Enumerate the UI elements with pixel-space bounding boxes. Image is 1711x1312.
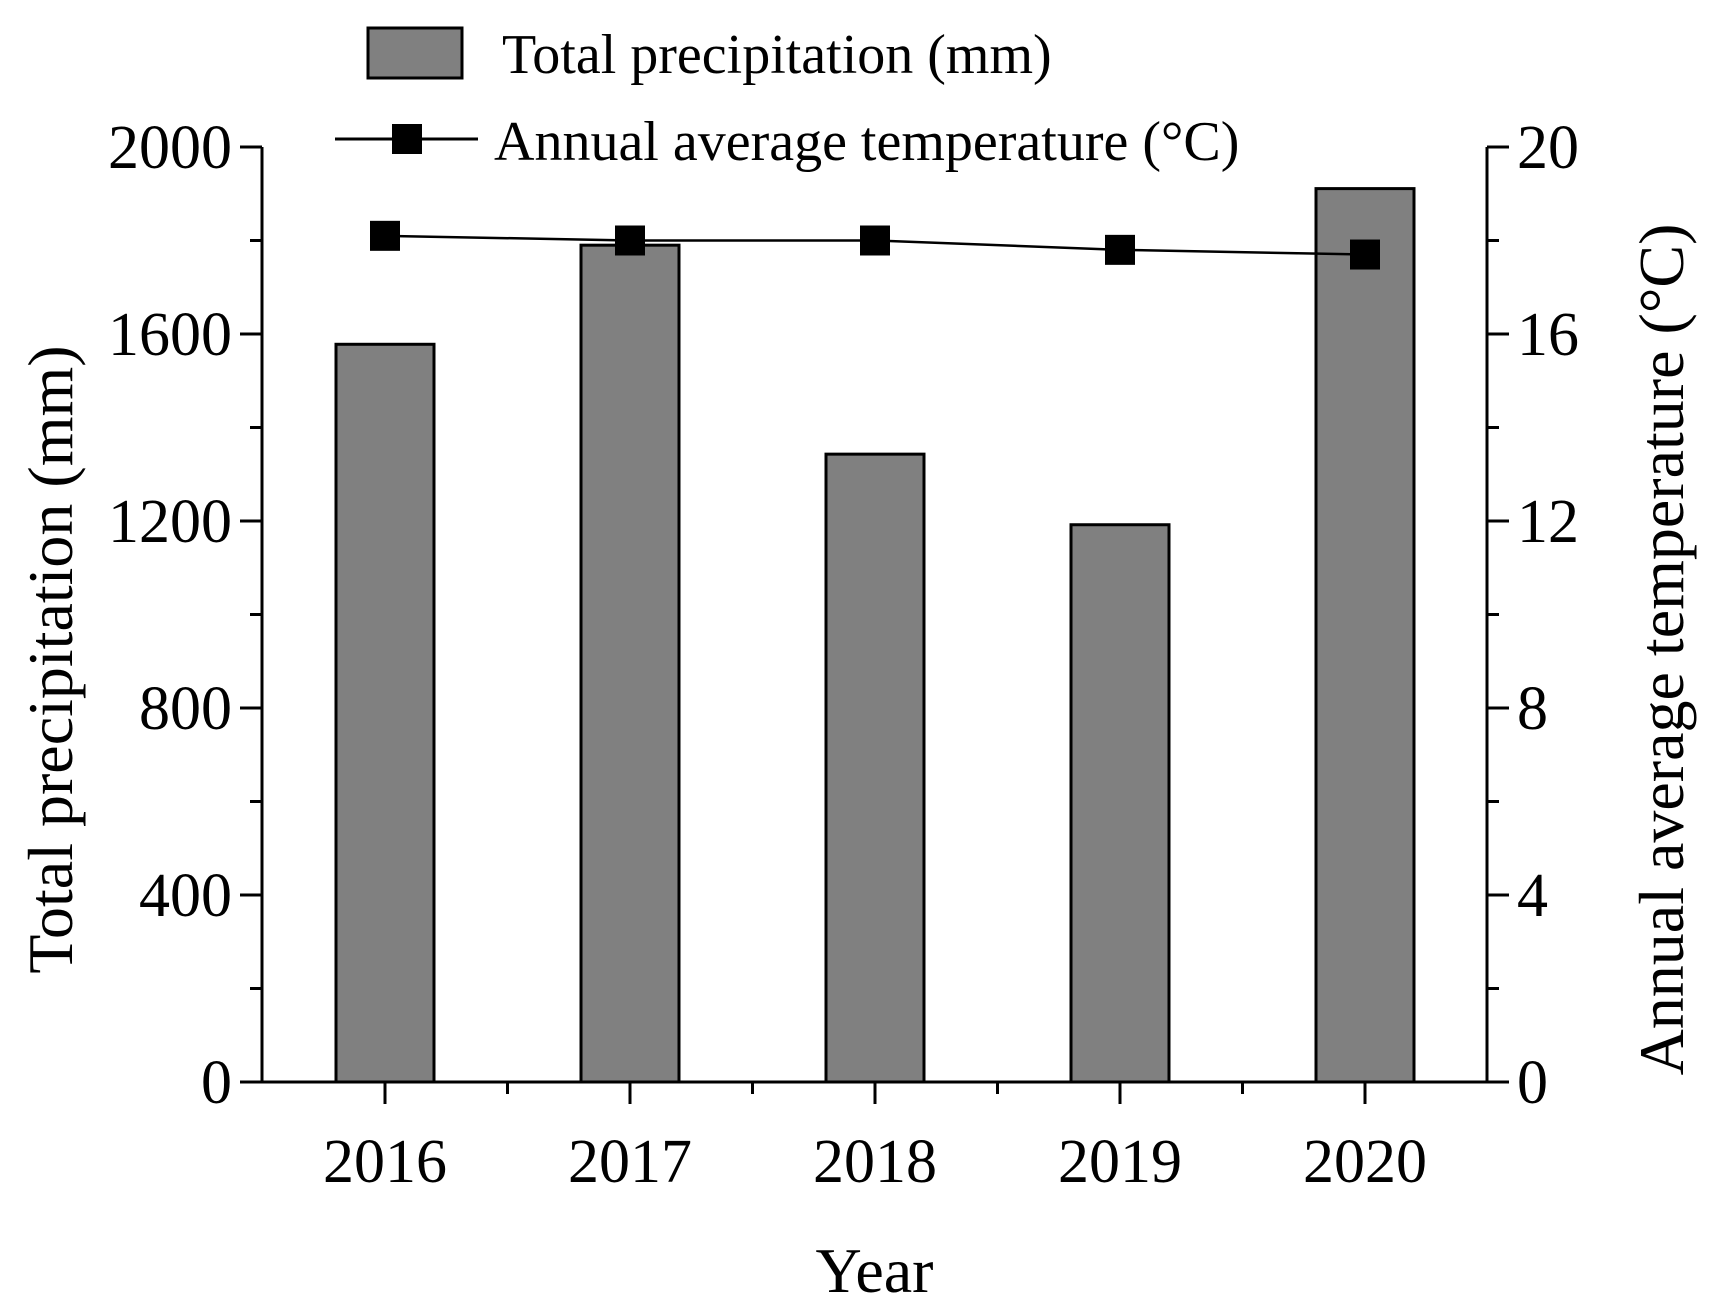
temperature-series	[370, 220, 1380, 270]
legend-line-label: Annual average temperature (°C)	[494, 111, 1239, 173]
left-y-tick-label: 1600	[108, 301, 232, 369]
x-tick-label: 2016	[323, 1128, 447, 1196]
right-y-tick-label: 16	[1517, 301, 1579, 369]
temperature-point	[860, 225, 890, 256]
legend-square-marker	[392, 124, 422, 154]
temperature-point	[615, 225, 645, 256]
left-y-tick-label: 800	[139, 675, 232, 743]
precipitation-bar	[824, 452, 926, 1084]
right-y-tick-label: 20	[1517, 114, 1579, 182]
right-y-tick-label: 12	[1517, 488, 1579, 556]
left-y-tick-label: 2000	[108, 114, 232, 182]
x-axis-title: Year	[816, 1235, 934, 1306]
temperature-point	[1105, 234, 1135, 265]
left-y-tick-label: 0	[201, 1049, 232, 1117]
precipitation-bar	[334, 342, 436, 1084]
right-y-axis-title: Annual average temperature (°C)	[1626, 224, 1697, 1076]
legend-bar-label: Total precipitation (mm)	[502, 24, 1052, 86]
tick-labels: 0 400 800 1200 1600 2000 0 4 8 12 16 20 2016 2017 2018…	[108, 114, 1579, 1196]
right-y-tick-label: 8	[1517, 675, 1548, 743]
precipitation-bar	[1069, 523, 1171, 1084]
temperature-point	[1350, 239, 1380, 270]
left-y-tick-label: 400	[139, 862, 232, 930]
left-y-axis-title: Total precipitation (mm)	[15, 345, 86, 973]
precipitation-bars	[334, 187, 1416, 1084]
x-tick-label: 2017	[568, 1128, 692, 1196]
precipitation-bar	[579, 243, 681, 1084]
x-tick-label: 2018	[813, 1128, 937, 1196]
x-tick-label: 2020	[1303, 1128, 1427, 1196]
legend-bar-swatch	[366, 26, 464, 80]
legend: Total precipitation (mm) Annual average …	[335, 24, 1239, 173]
tick-marks	[240, 145, 1509, 1104]
precipitation-bar	[1314, 187, 1416, 1084]
temperature-point	[370, 220, 400, 251]
right-y-tick-label: 0	[1517, 1049, 1548, 1117]
left-y-tick-label: 1200	[108, 488, 232, 556]
x-tick-label: 2019	[1058, 1128, 1182, 1196]
right-y-tick-label: 4	[1517, 862, 1548, 930]
